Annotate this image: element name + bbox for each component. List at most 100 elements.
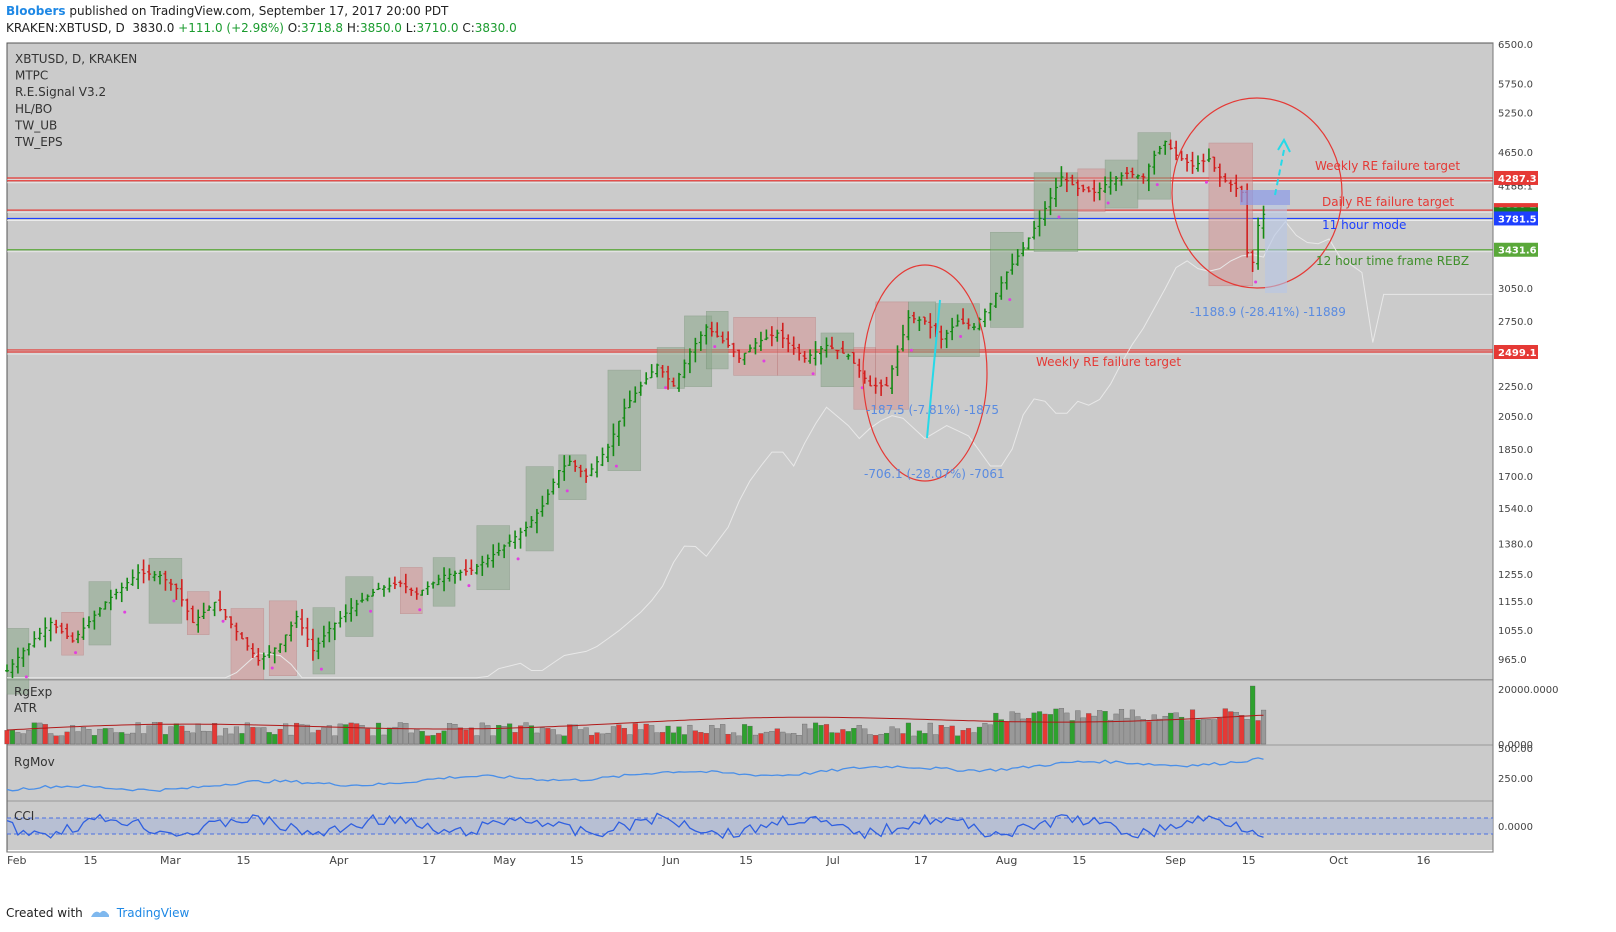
volume-bar [884,732,890,745]
volume-bar [359,725,365,745]
projection-zone [1265,205,1287,293]
volume-bar [168,726,174,745]
volume-bar [1140,719,1146,745]
volume-bar [1135,716,1141,745]
x-tick-label: Aug [996,854,1017,867]
volume-bar [1146,721,1152,745]
price-tag-label: 3431.6 [1498,246,1537,257]
volume-bar [1086,713,1092,745]
tradingview-logo-icon [90,910,109,917]
volume-bar [621,728,627,745]
signal-box [777,317,816,376]
volume-bar [1075,710,1081,745]
price-tag-label: 3781.5 [1498,214,1537,225]
highlight-ellipse-jul [862,264,988,482]
volume-bar [736,735,742,745]
volume-bar [545,728,551,745]
volume-bar [59,735,65,745]
y-tick-label: 2050.0 [1498,412,1533,423]
volume-bar [212,723,218,745]
volume-bar [692,730,698,745]
signal-dot [762,359,766,363]
volume-bar [228,733,234,745]
legend-item: XBTUSD, D, KRAKEN [15,52,137,66]
volume-bar [239,733,245,745]
volume-bar [741,724,748,745]
signal-dot [959,334,963,338]
y-tick-label: 1055.0 [1498,626,1533,637]
volume-bar [354,723,360,745]
volume-bar [1020,718,1026,745]
author-name[interactable]: Bloobers [6,4,66,18]
y-tick-label: 1850.0 [1498,445,1533,456]
volume-bar [911,735,917,745]
signal-dot [1204,180,1208,184]
volume-bar [594,732,600,745]
volume-bar [998,719,1004,745]
volume-bar [26,730,32,745]
volume-bar [572,724,578,745]
volume-bar [1255,720,1261,745]
signal-box [705,311,729,370]
volume-bar [119,732,125,745]
volume-bar [130,732,136,745]
volume-bar [485,725,491,745]
signal-box [1208,142,1253,287]
y-tick-label: 2250.0 [1498,382,1533,393]
panel-y-tick: 500.00 [1498,744,1533,755]
footer: Created with TradingView [6,906,189,920]
volume-bar [670,732,677,745]
volume-bar [337,723,343,745]
signal-dot [123,610,127,614]
panel-y-tick: 0.0000 [1498,740,1533,751]
volume-bar [632,723,638,745]
volume-bar [840,729,846,745]
volume-bar [201,730,207,745]
volume-bar [627,734,633,745]
volume-bar [791,733,797,745]
volume-bar [681,734,687,745]
y-tick-label: 4188.1 [1498,182,1533,193]
volume-bar [184,730,190,745]
volume-bar [889,726,895,745]
volume-bar [1037,711,1043,745]
volume-bar [960,730,966,745]
volume-bar [714,728,720,745]
volume-bar [64,731,70,745]
volume-bar [162,734,168,745]
volume-bar [1189,709,1196,745]
volume-bar [867,734,873,745]
volume-bar [261,727,267,745]
volume-bar [419,731,425,745]
volume-bar [643,723,649,745]
volume-bar [780,731,786,745]
volume-bar [1091,715,1097,745]
cci-line [6,812,1264,840]
volume-bar [709,725,715,745]
y-tick-label: 1380.0 [1498,539,1533,550]
atr-line [6,714,1264,731]
volume-bar [676,726,682,745]
signal-box [345,576,374,637]
volume-bar [589,734,595,745]
signal-dot [664,386,668,390]
volume-bar [1118,709,1125,745]
volume-bar [933,734,939,745]
volume-bar [206,731,212,745]
signal-dot [565,489,569,493]
panel-label: CCI [14,809,34,823]
volume-bar [949,725,955,745]
tradingview-brand-link[interactable]: TradingView [116,906,190,920]
signal-box [558,454,587,500]
volume-bar [665,725,671,745]
volume-bar [1102,711,1108,745]
volume-bar [217,735,223,745]
volume-bar [1222,708,1228,745]
volume-bar [1009,711,1015,745]
ohlc-bar: KRAKEN:XBTUSD, D 3830.0 +111.0 (+2.98%) … [6,21,517,35]
volume-bar [758,733,764,745]
volume-bar [660,732,666,745]
volume-bar [463,729,469,745]
volume-bar [1031,712,1037,745]
